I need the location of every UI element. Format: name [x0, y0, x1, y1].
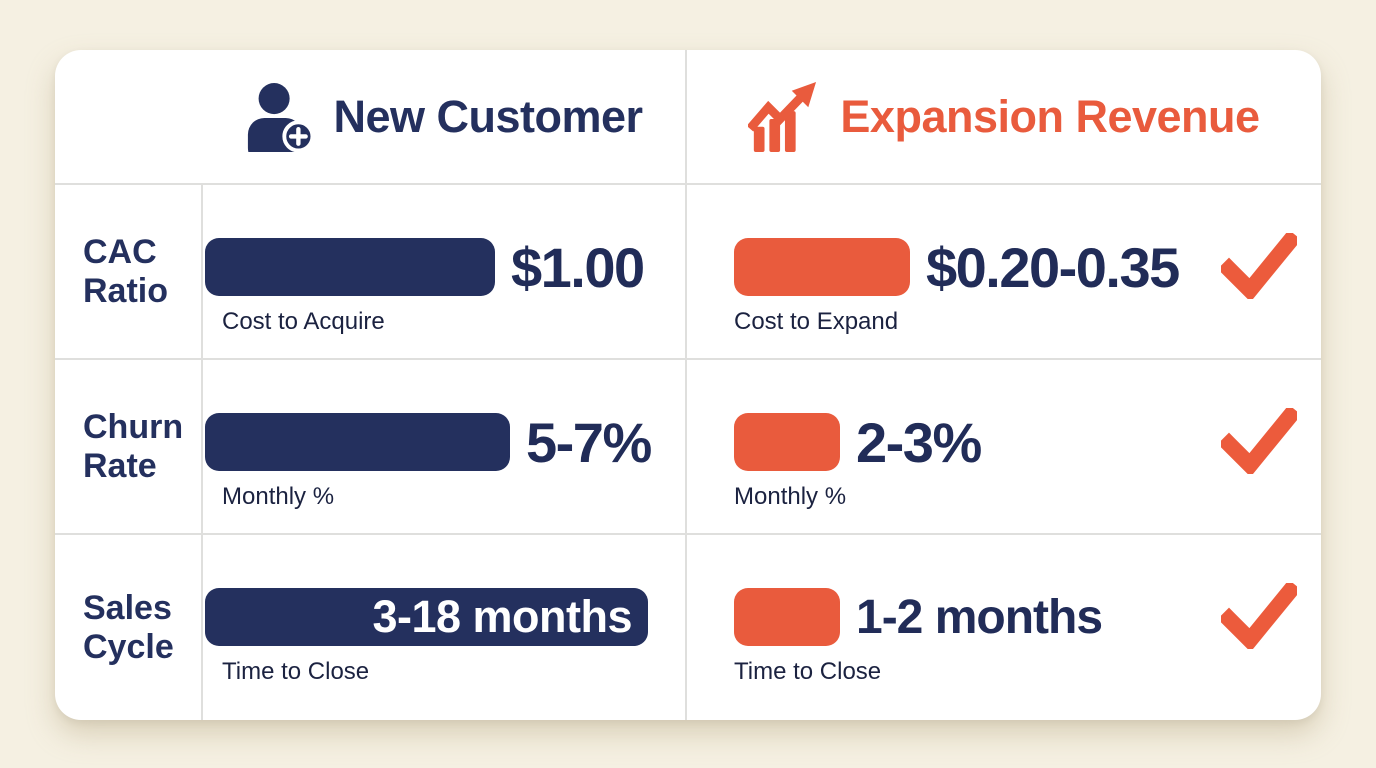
churn-rate-expansion-caption: Monthly % — [734, 483, 847, 510]
sales-cycle-new-customer-cell: 3-18 months Time to Close — [203, 535, 687, 720]
cac-ratio-expansion-value: $0.20-0.35 — [926, 235, 1180, 299]
sales-cycle-expansion-value: 1-2 months — [856, 590, 1103, 644]
row-cac-ratio: CAC Ratio $1.00 Cost to Acquire $0.20-0.… — [55, 185, 1321, 360]
header-row: New Customer Expansion Revenue — [55, 50, 1321, 185]
sales-cycle-expansion-cell: 1-2 months Time to Close — [687, 535, 1321, 720]
churn-rate-new-customer-value: 5-7% — [526, 410, 652, 474]
row-label-cac-ratio: CAC Ratio — [83, 233, 168, 310]
sales-cycle-new-customer-caption: Time to Close — [222, 658, 370, 685]
checkmark-icon — [1221, 233, 1297, 299]
churn-rate-new-customer-caption: Monthly % — [222, 483, 335, 510]
sales-cycle-expansion-caption: Time to Close — [734, 658, 882, 685]
churn-rate-new-customer-bar — [205, 413, 510, 471]
header-title-new-customer: New Customer — [333, 90, 643, 142]
cac-ratio-new-customer-caption: Cost to Acquire — [222, 308, 385, 335]
churn-rate-new-customer-cell: 5-7% Monthly % — [203, 360, 687, 533]
sales-cycle-new-customer-value: 3-18 months — [372, 591, 632, 642]
cac-ratio-expansion-bar — [734, 238, 910, 296]
comparison-card: New Customer Expansion Revenue CAC Ratio… — [55, 50, 1321, 720]
sales-cycle-new-customer-bar: 3-18 months — [205, 588, 648, 646]
growth-chart-icon — [748, 81, 817, 152]
row-label-sales-cycle: Sales Cycle — [83, 589, 174, 666]
churn-rate-expansion-cell: 2-3% Monthly % — [687, 360, 1321, 533]
cac-ratio-expansion-caption: Cost to Expand — [734, 308, 899, 335]
sales-cycle-expansion-bar — [734, 588, 840, 646]
cac-ratio-new-customer-cell: $1.00 Cost to Acquire — [203, 185, 687, 358]
header-new-customer: New Customer — [55, 50, 687, 183]
cac-ratio-new-customer-value: $1.00 — [511, 235, 645, 299]
person-plus-icon — [248, 82, 312, 152]
header-title-expansion-revenue: Expansion Revenue — [840, 90, 1260, 142]
churn-rate-expansion-value: 2-3% — [856, 410, 982, 474]
row-label-churn-rate: Churn Rate — [83, 408, 184, 485]
checkmark-icon — [1221, 408, 1297, 474]
header-expansion-revenue: Expansion Revenue — [687, 50, 1321, 183]
cac-ratio-new-customer-bar — [205, 238, 495, 296]
churn-rate-expansion-bar — [734, 413, 840, 471]
row-churn-rate: Churn Rate 5-7% Monthly % 2-3% Monthly % — [55, 360, 1321, 535]
checkmark-icon — [1221, 583, 1297, 649]
cac-ratio-expansion-cell: $0.20-0.35 Cost to Expand — [687, 185, 1321, 358]
row-sales-cycle: Sales Cycle 3-18 months Time to Close 1-… — [55, 535, 1321, 720]
